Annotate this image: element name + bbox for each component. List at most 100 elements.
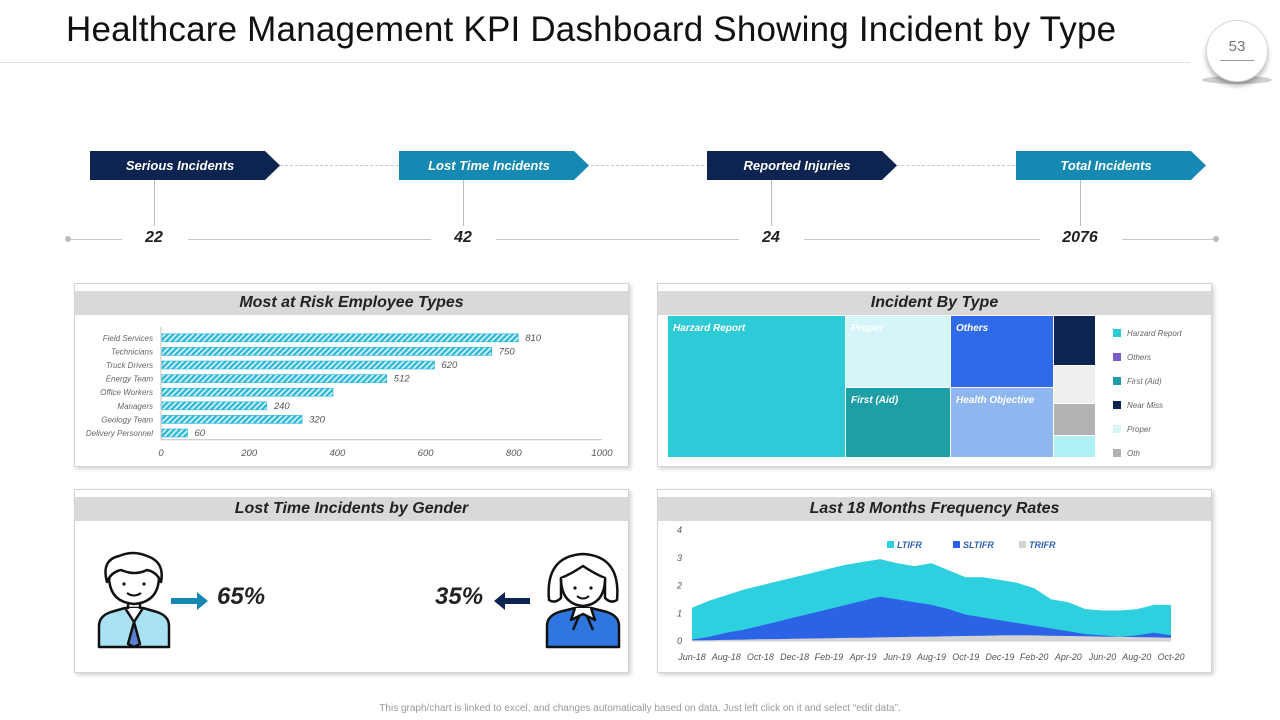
- female-arrow-icon: [494, 592, 530, 610]
- treemap-cell-near-miss: [1054, 316, 1096, 366]
- legend-swatch: [1113, 377, 1121, 385]
- freq-x-tick: Aug-20: [1121, 652, 1151, 662]
- risk-category-label: Delivery Personnel: [86, 429, 153, 438]
- treemap-cell-harzard-report: Harzard Report: [668, 316, 846, 458]
- kpi-stem: [463, 180, 464, 226]
- risk-x-tick: 400: [329, 448, 346, 459]
- male-employee-icon: [97, 551, 171, 649]
- risk-data-label: 750: [499, 346, 516, 357]
- risk-x-tick: 200: [240, 448, 258, 459]
- freq-x-tick: Apr-19: [849, 652, 877, 662]
- freq-x-tick: Aug-19: [916, 652, 946, 662]
- treemap-legend-item: First (Aid): [1113, 377, 1162, 386]
- kpi-serious-incidents-value: 22: [145, 229, 163, 246]
- risk-category-label: Office Workers: [100, 388, 153, 397]
- male-arrow-icon: [171, 592, 208, 610]
- legend-swatch: [1113, 425, 1121, 433]
- risk-bar-geology-team: [161, 415, 303, 424]
- kpi-baseline: [1122, 239, 1214, 240]
- risk-data-label: 320: [309, 414, 326, 425]
- kpi-line-end-dot: [1213, 236, 1219, 242]
- male-percentage: 65%: [217, 583, 266, 610]
- kpi-stem: [771, 180, 772, 226]
- risk-category-label: Energy Team: [106, 375, 154, 384]
- risk-x-tick: 0: [158, 448, 164, 459]
- risk-bar-managers: [161, 401, 268, 411]
- risk-data-label: 512: [394, 374, 411, 385]
- gender-panel-title: Lost Time Incidents by Gender: [75, 497, 628, 521]
- title-divider: [0, 62, 1190, 63]
- freq-x-tick: Aug-18: [711, 652, 741, 662]
- kpi-stem: [1080, 180, 1081, 226]
- page-title: Healthcare Management KPI Dashboard Show…: [66, 10, 1117, 49]
- gender-graphics: [97, 551, 621, 649]
- risk-x-tick: 600: [418, 448, 435, 459]
- risk-bar-delivery-personnel: [161, 428, 188, 438]
- risk-category-label: Technicians: [111, 347, 153, 356]
- kpi-baseline: [496, 239, 739, 240]
- treemap-cell-others: Others: [951, 316, 1054, 388]
- kpi-baseline: [70, 239, 122, 240]
- freq-y-tick: 1: [677, 608, 682, 618]
- freq-x-tick: Feb-20: [1020, 652, 1049, 662]
- freq-x-tick: Oct-18: [747, 652, 774, 662]
- risk-category-label: Truck Drivers: [106, 361, 153, 370]
- freq-x-tick: Jun-18: [677, 652, 706, 662]
- kpi-lost-time-incidents-value: 42: [454, 229, 472, 246]
- treemap-legend-item: Others: [1113, 353, 1151, 362]
- frequency-area-chart: 0 1 2 3 4 Jun-18 Aug-18 Oct-18 Dec-18 Feb-19 Apr-1…: [676, 525, 1185, 662]
- freq-x-tick: Oct-20: [1157, 652, 1184, 662]
- freq-y-tick: 3: [677, 553, 682, 563]
- treemap-cell-health-objective: Health Objective: [951, 388, 1054, 458]
- freq-y-tick: 4: [677, 525, 682, 535]
- type-panel-title: Incident By Type: [658, 291, 1211, 315]
- treemap-legend-item: Near Miss: [1113, 401, 1163, 410]
- kpi-connector: [280, 165, 1020, 166]
- freq-x-tick: Dec-18: [780, 652, 809, 662]
- treemap-legend-item: Proper: [1113, 425, 1151, 434]
- risk-data-label: 620: [441, 360, 458, 371]
- treemap-cell-first-aid: First (Aid): [846, 388, 951, 458]
- kpi-serious-incidents-label: Serious Incidents: [90, 151, 280, 180]
- page-number-badge: 53: [1206, 20, 1268, 82]
- risk-panel: Most at Risk Employee Types Field Servic…: [74, 283, 629, 467]
- risk-category-label: Field Services: [103, 334, 153, 343]
- kpi-reported-injuries-value: 24: [762, 229, 780, 246]
- legend-swatch: [1113, 329, 1121, 337]
- risk-bar-technicians: [161, 347, 493, 356]
- freq-legend-sltifr: SLTIFR: [963, 540, 994, 550]
- risk-data-label: 60: [194, 428, 205, 439]
- treemap-legend-item: Harzard Report: [1113, 329, 1182, 338]
- freq-legend-trifr: TRIFR: [1029, 540, 1056, 550]
- legend-swatch: [1113, 353, 1121, 361]
- freq-x-tick: Jun-20: [1088, 652, 1117, 662]
- gender-panel: Lost Time Incidents by Gender: [74, 489, 629, 673]
- freq-legend-swatch: [887, 541, 894, 548]
- risk-panel-title: Most at Risk Employee Types: [75, 291, 628, 315]
- treemap-cell-segment-7: [1054, 404, 1096, 436]
- kpi-lost-time-incidents-label: Lost Time Incidents: [399, 151, 589, 180]
- kpi-reported-injuries-label: Reported Injuries: [707, 151, 897, 180]
- freq-x-tick: Feb-19: [815, 652, 844, 662]
- freq-x-tick: Dec-19: [985, 652, 1014, 662]
- risk-category-label: Geology Team: [101, 415, 153, 424]
- treemap-cell-segment-8: [1054, 436, 1096, 458]
- risk-bar-office-workers: [161, 387, 334, 397]
- freq-y-tick: 0: [677, 636, 682, 646]
- kpi-baseline: [804, 239, 1040, 240]
- footer-note: This graph/chart is linked to excel, and…: [379, 703, 901, 714]
- risk-data-label: 240: [273, 401, 291, 412]
- freq-legend-ltifr: LTIFR: [897, 540, 922, 550]
- female-employee-icon: [545, 552, 621, 649]
- legend-swatch: [1113, 401, 1121, 409]
- freq-legend-swatch: [953, 541, 960, 548]
- female-percentage: 35%: [435, 583, 484, 610]
- page-number-underline: [1220, 60, 1254, 61]
- treemap-cell-segment-6: [1054, 366, 1096, 404]
- freq-x-tick: Jun-19: [883, 652, 912, 662]
- kpi-stem: [154, 180, 155, 226]
- area-series-sltifr: [692, 596, 1171, 641]
- risk-category-label: Managers: [117, 402, 153, 411]
- type-panel: Incident By Type Harzard Report Proper Oth…: [657, 283, 1212, 467]
- freq-panel-title: Last 18 Months Frequency Rates: [658, 497, 1211, 521]
